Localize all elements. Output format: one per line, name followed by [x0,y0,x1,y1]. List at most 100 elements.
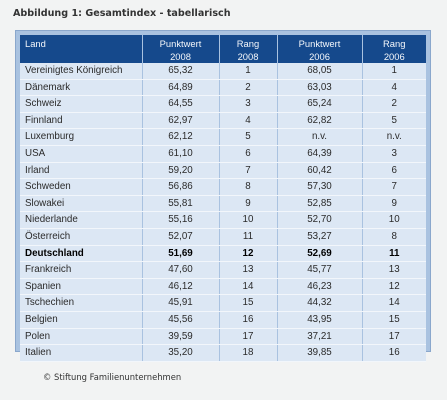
table-row: Österreich 52,07 11 53,27 8 [20,228,426,246]
table-row: Tschechien 45,91 15 44,32 14 [20,294,426,312]
cell-rang-2006: 7 [362,178,426,196]
cell-rang-2006: 5 [362,112,426,130]
cell-rang-2006: 8 [362,228,426,246]
cell-rang-2006: 17 [362,328,426,346]
cell-punktwert-2006: 37,21 [277,328,363,346]
cell-punktwert-2008: 62,12 [142,128,220,146]
cell-punktwert-2008: 65,32 [142,63,220,80]
cell-rang-2008: 2 [219,79,278,97]
ranking-table: Land Punktwert 2008 Rang 2008 Punktwert … [20,35,426,362]
cell-rang-2008: 9 [219,195,278,213]
cell-land: Frankreich [20,261,143,279]
cell-punktwert-2008: 47,60 [142,261,220,279]
cell-punktwert-2008: 45,91 [142,294,220,312]
column-header-year: 2006 [383,51,405,62]
cell-rang-2008: 7 [219,162,278,180]
cell-punktwert-2008: 62,97 [142,112,220,130]
cell-land: Tschechien [20,294,143,312]
cell-rang-2006: 4 [362,79,426,97]
cell-land: Italien [20,344,143,362]
figure-title: Abbildung 1: Gesamtindex - tabellarisch [13,8,231,19]
cell-rang-2006: 16 [362,344,426,362]
cell-rang-2008: 15 [219,294,278,312]
cell-rang-2008: 18 [219,344,278,362]
column-header-land: Land [20,35,143,63]
cell-land: Finnland [20,112,143,130]
cell-punktwert-2006: 52,69 [277,245,363,263]
table-row: USA 61,10 6 64,39 3 [20,145,426,163]
cell-rang-2006: 3 [362,145,426,163]
column-header-year: 2008 [237,51,259,62]
cell-rang-2006: 11 [362,245,426,263]
cell-punktwert-2008: 64,89 [142,79,220,97]
cell-punktwert-2006: 60,42 [277,162,363,180]
cell-punktwert-2008: 52,07 [142,228,220,246]
cell-punktwert-2006: 68,05 [277,63,363,80]
cell-land: Österreich [20,228,143,246]
cell-rang-2008: 16 [219,311,278,329]
cell-punktwert-2006: 65,24 [277,95,363,113]
copyright-note: © Stiftung Familienunternehmen [43,372,182,382]
cell-punktwert-2006: 64,39 [277,145,363,163]
column-header-rang-2006: Rang 2006 [362,35,426,63]
cell-rang-2006: 6 [362,162,426,180]
table-row: Vereinigtes Königreich 65,32 1 68,05 1 [20,63,426,80]
cell-punktwert-2006: 43,95 [277,311,363,329]
cell-rang-2008: 14 [219,278,278,296]
cell-punktwert-2008: 64,55 [142,95,220,113]
cell-land: Luxemburg [20,128,143,146]
cell-punktwert-2006: n.v. [277,128,363,146]
column-header-label: Land [25,38,46,49]
column-header-rang-2008: Rang 2008 [219,35,278,63]
cell-rang-2008: 5 [219,128,278,146]
cell-punktwert-2006: 52,85 [277,195,363,213]
cell-rang-2006: 15 [362,311,426,329]
cell-land: Slowakei [20,195,143,213]
cell-rang-2006: 14 [362,294,426,312]
cell-punktwert-2008: 46,12 [142,278,220,296]
cell-rang-2006: 13 [362,261,426,279]
column-header-label: Punktwert [298,38,341,49]
cell-land: Polen [20,328,143,346]
cell-punktwert-2008: 35,20 [142,344,220,362]
cell-land: Schweiz [20,95,143,113]
cell-land: USA [20,145,143,163]
cell-rang-2008: 4 [219,112,278,130]
table-row: Deutschland 51,69 12 52,69 11 [20,245,426,263]
cell-rang-2006: 9 [362,195,426,213]
cell-punktwert-2008: 51,69 [142,245,220,263]
cell-rang-2006: n.v. [362,128,426,146]
cell-rang-2006: 12 [362,278,426,296]
cell-punktwert-2006: 62,82 [277,112,363,130]
column-header-year: 2006 [309,51,330,62]
column-header-punktwert-2008: Punktwert 2008 [142,35,220,63]
cell-punktwert-2006: 52,70 [277,211,363,229]
column-header-punktwert-2006: Punktwert 2006 [277,35,363,63]
table-row: Dänemark 64,89 2 63,03 4 [20,79,426,97]
table-row: Irland 59,20 7 60,42 6 [20,162,426,180]
cell-rang-2008: 10 [219,211,278,229]
cell-rang-2008: 11 [219,228,278,246]
cell-punktwert-2006: 46,23 [277,278,363,296]
cell-rang-2006: 10 [362,211,426,229]
table-frame: Land Punktwert 2008 Rang 2008 Punktwert … [15,30,431,362]
table-row: Finnland 62,97 4 62,82 5 [20,112,426,130]
column-header-label: Rang [383,38,406,49]
cell-land: Vereinigtes Königreich [20,63,143,80]
column-header-label: Rang [236,38,260,49]
cell-land: Belgien [20,311,143,329]
column-header-year: 2008 [170,51,191,62]
cell-rang-2008: 6 [219,145,278,163]
cell-rang-2008: 1 [219,63,278,80]
table-row: Italien 35,20 18 39,85 16 [20,344,426,362]
cell-rang-2008: 12 [219,245,278,263]
cell-rang-2008: 3 [219,95,278,113]
cell-punktwert-2008: 39,59 [142,328,220,346]
cell-rang-2008: 17 [219,328,278,346]
cell-punktwert-2008: 61,10 [142,145,220,163]
cell-punktwert-2006: 44,32 [277,294,363,312]
table-row: Frankreich 47,60 13 45,77 13 [20,261,426,279]
table-body: Vereinigtes Königreich 65,32 1 68,05 1 Dänema… [20,63,426,362]
cell-punktwert-2006: 57,30 [277,178,363,196]
